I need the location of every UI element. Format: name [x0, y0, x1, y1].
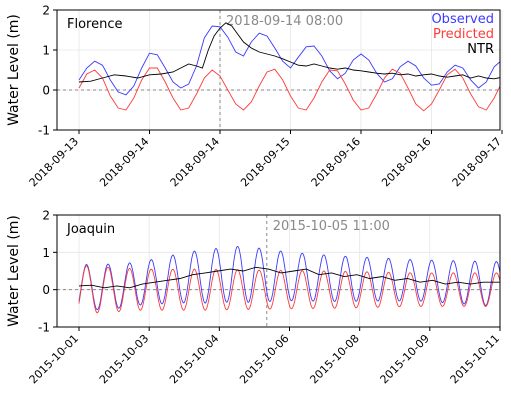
series-line-ntr	[78, 266, 500, 289]
y-tick-label: -1	[38, 124, 50, 138]
y-axis-label: Water Level (m)	[6, 14, 22, 126]
event-marker-label: 2018-09-14 08:00	[226, 14, 343, 29]
legend-entry-observed: Observed	[431, 12, 494, 27]
y-tick-label: 2	[42, 4, 50, 18]
y-tick-label: 0	[42, 84, 50, 98]
legend-entry-predicted: Predicted	[433, 27, 494, 42]
x-tick-label: 2018-09-17	[450, 135, 504, 189]
axes-frame	[56, 9, 501, 131]
x-tick-label: 2015-10-04	[167, 332, 221, 386]
series-line-predicted	[78, 265, 500, 314]
chart-panel-1: 2018-09-14 08:00 -1 0 1 2 2018-09-13 2018-09-1…	[6, 4, 504, 190]
x-tick-label: 2015-10-08	[307, 332, 361, 386]
x-tick-label: 2015-10-09	[378, 332, 432, 386]
legend-entry-ntr: NTR	[467, 42, 494, 57]
y-tick-label: 0	[42, 283, 50, 297]
panel-title: Joaquin	[66, 222, 115, 237]
y-axis-label: Water Level (m)	[6, 215, 22, 327]
x-tick-label: 2018-09-13	[27, 135, 81, 189]
x-tick-label: 2015-10-03	[97, 332, 151, 386]
x-tick-label: 2015-10-01	[27, 332, 81, 386]
y-tick-label: 1	[42, 44, 50, 58]
event-marker-label: 2015-10-05 11:00	[273, 219, 390, 234]
x-tick-label: 2018-09-16	[309, 135, 363, 189]
series-line-observed	[78, 245, 500, 311]
panel-title: Florence	[67, 17, 123, 32]
series-line-ntr	[78, 22, 500, 83]
y-tick-label: 1	[42, 246, 50, 260]
x-tick-label: 2018-09-15	[238, 135, 292, 189]
series-group	[78, 22, 500, 112]
series-group	[78, 245, 500, 314]
x-tick-label: 2018-09-14	[168, 135, 222, 189]
series-line-predicted	[78, 67, 500, 112]
y-tick-label: 2	[42, 209, 50, 223]
axes-frame	[56, 214, 501, 328]
x-tick-label: 2015-10-06	[237, 332, 291, 386]
x-tick-label: 2018-09-14	[97, 135, 151, 189]
x-tick-label: 2015-10-11	[448, 332, 502, 386]
y-tick-label: -1	[38, 321, 50, 335]
series-line-observed	[78, 25, 500, 96]
x-tick-label: 2018-09-16	[379, 135, 433, 189]
chart-panel-2: 2015-10-05 11:00 -1 0 1 2 2015-10-01 2015-10-0…	[6, 209, 502, 387]
